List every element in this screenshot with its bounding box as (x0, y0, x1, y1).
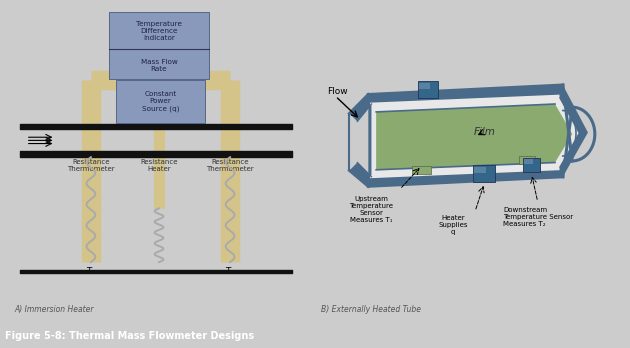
Text: T₁: T₁ (86, 267, 95, 276)
Polygon shape (519, 156, 535, 164)
Polygon shape (372, 96, 578, 177)
Polygon shape (350, 163, 372, 186)
Text: Film: Film (474, 127, 495, 137)
Text: Resistance
Thermometer: Resistance Thermometer (67, 159, 115, 172)
Text: Resistance
Thermometer: Resistance Thermometer (206, 159, 254, 172)
Text: Downstream
Temperature Sensor
Measures T₂: Downstream Temperature Sensor Measures T… (503, 207, 573, 227)
Bar (473, 165, 495, 182)
Text: Upstream
Temperature
Sensor
Measures T₁: Upstream Temperature Sensor Measures T₁ (350, 196, 394, 223)
Text: A) Immersion Heater: A) Immersion Heater (14, 306, 93, 314)
Bar (116, 80, 205, 123)
Text: B) Externally Heated Tube: B) Externally Heated Tube (321, 306, 421, 314)
Text: Resistance
Heater: Resistance Heater (140, 159, 178, 172)
Text: Figure 5-8: Thermal Mass Flowmeter Designs: Figure 5-8: Thermal Mass Flowmeter Desig… (5, 331, 254, 341)
Bar (418, 81, 438, 98)
Text: T₂: T₂ (226, 267, 234, 276)
Bar (108, 12, 209, 79)
Text: Temperature
Difference
Indicator: Temperature Difference Indicator (136, 21, 182, 41)
Polygon shape (376, 104, 572, 170)
Polygon shape (369, 85, 588, 186)
Bar (419, 83, 430, 89)
Text: Constant
Power
Source (q): Constant Power Source (q) (142, 92, 180, 112)
Text: Flow: Flow (328, 87, 348, 96)
Bar (523, 158, 540, 172)
Text: Heater
Supplies
q: Heater Supplies q (438, 215, 468, 235)
Polygon shape (412, 166, 431, 174)
Bar (474, 167, 486, 173)
Bar (524, 159, 533, 164)
Text: Mass Flow
Rate: Mass Flow Rate (140, 59, 178, 72)
Polygon shape (350, 95, 372, 121)
